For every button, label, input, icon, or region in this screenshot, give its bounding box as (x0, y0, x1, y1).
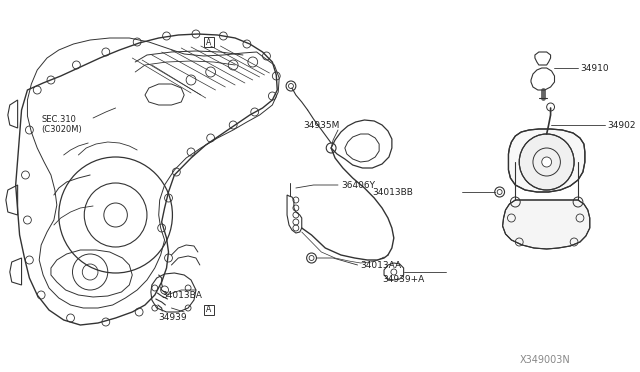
Polygon shape (502, 200, 590, 249)
Text: 34939: 34939 (159, 314, 188, 323)
Text: 34013BA: 34013BA (162, 291, 202, 299)
Circle shape (519, 134, 574, 190)
Text: SEC.310
(C3020M): SEC.310 (C3020M) (41, 115, 82, 134)
Polygon shape (508, 129, 585, 192)
Text: 34013BB: 34013BB (372, 187, 413, 196)
Text: A: A (206, 38, 211, 46)
Text: 34935M: 34935M (304, 121, 340, 129)
Circle shape (542, 157, 552, 167)
Bar (204, 305, 214, 315)
Text: 34939+A: 34939+A (382, 276, 424, 285)
Text: 34910: 34910 (580, 64, 609, 73)
Text: 36406Y: 36406Y (341, 180, 375, 189)
Text: X349003N: X349003N (519, 355, 570, 365)
Text: 34013AA: 34013AA (360, 260, 402, 269)
Text: 34902: 34902 (607, 121, 636, 129)
Bar (204, 37, 214, 47)
Text: A: A (206, 305, 211, 314)
